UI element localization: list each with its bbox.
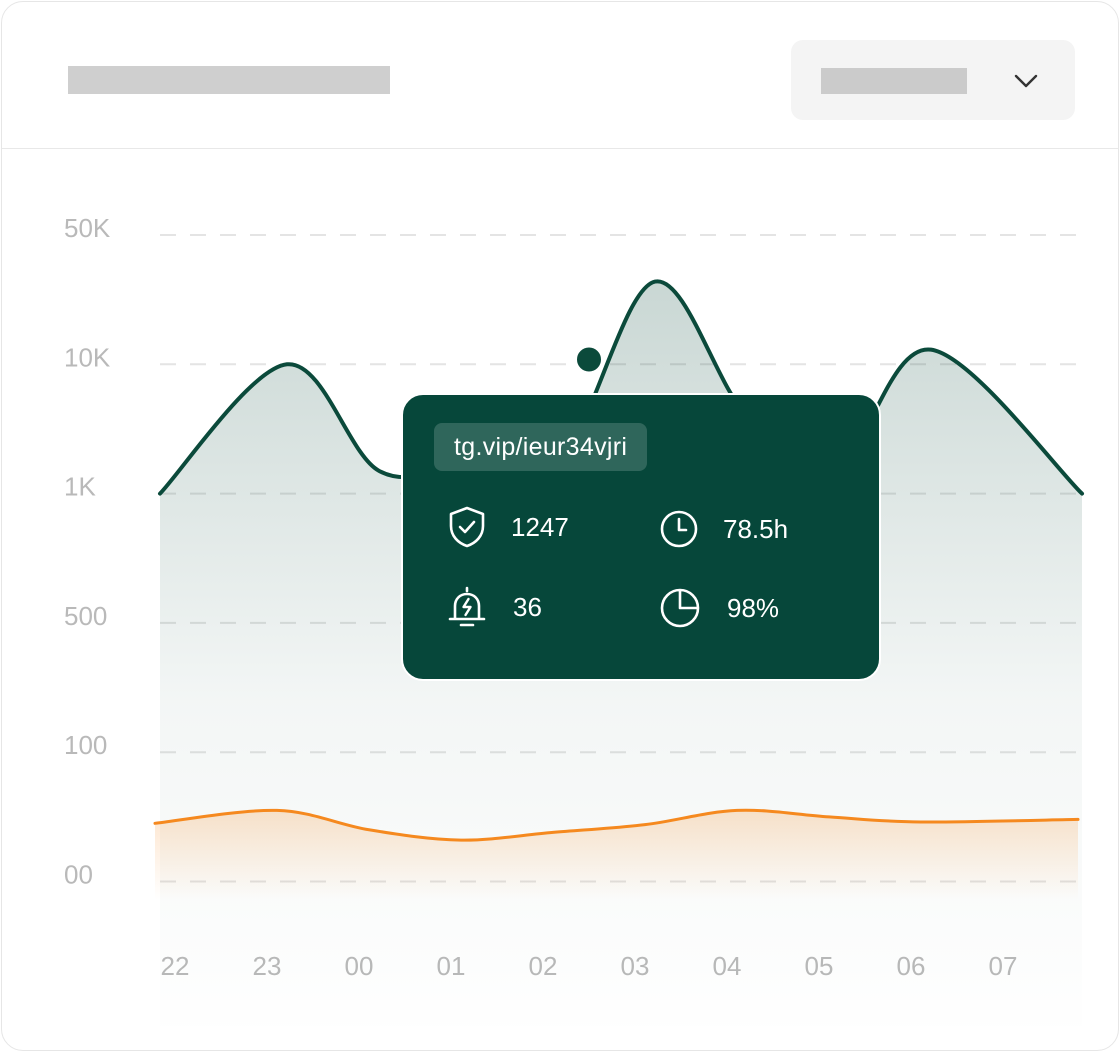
highlight-point[interactable] [573,343,605,376]
clock-icon [660,510,698,548]
stat-checks: 1247 [447,505,569,549]
chevron-down-icon [1014,74,1038,88]
stat-value: 98% [727,592,780,623]
series-line [153,808,1080,842]
card-header [2,2,1118,149]
y-tick-label: 10K [64,342,111,372]
y-axis: 50K 10K 1K 500 100 00 [64,213,111,890]
stat-value: 36 [513,591,542,622]
card-title-placeholder [68,66,390,94]
stat-duration: 78.5h [659,509,788,549]
y-tick-label: 00 [64,860,93,890]
y-tick-label: 1K [64,472,96,502]
pie-chart-icon [660,588,700,628]
y-tick-label: 50K [64,213,111,243]
alarm-bell-icon [448,586,486,627]
period-dropdown[interactable] [791,40,1075,120]
shield-check-icon [449,506,485,548]
stat-ratio: 98% [659,587,779,629]
dropdown-value-placeholder [821,68,967,94]
stat-value: 78.5h [723,513,789,544]
data-tooltip: tg.vip/ieur34vjri 1247 78.5h 36 98% [401,393,881,681]
stat-alerts: 36 [445,585,542,629]
series-line [158,279,1084,496]
stat-value: 1247 [511,511,569,542]
y-tick-label: 100 [64,730,107,760]
tooltip-link[interactable]: tg.vip/ieur34vjri [434,423,648,471]
y-tick-label: 500 [64,601,107,631]
